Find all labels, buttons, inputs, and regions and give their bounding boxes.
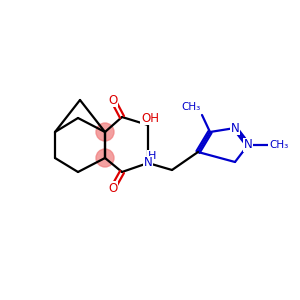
Text: CH₃: CH₃ (269, 140, 288, 150)
Text: N: N (244, 139, 252, 152)
Text: N: N (144, 157, 152, 169)
Text: H: H (148, 151, 156, 161)
Text: N: N (231, 122, 239, 134)
Text: OH: OH (141, 112, 159, 124)
Circle shape (96, 123, 114, 141)
Text: O: O (108, 94, 118, 106)
Circle shape (96, 149, 114, 167)
Text: CH₃: CH₃ (182, 102, 201, 112)
Text: O: O (108, 182, 118, 194)
